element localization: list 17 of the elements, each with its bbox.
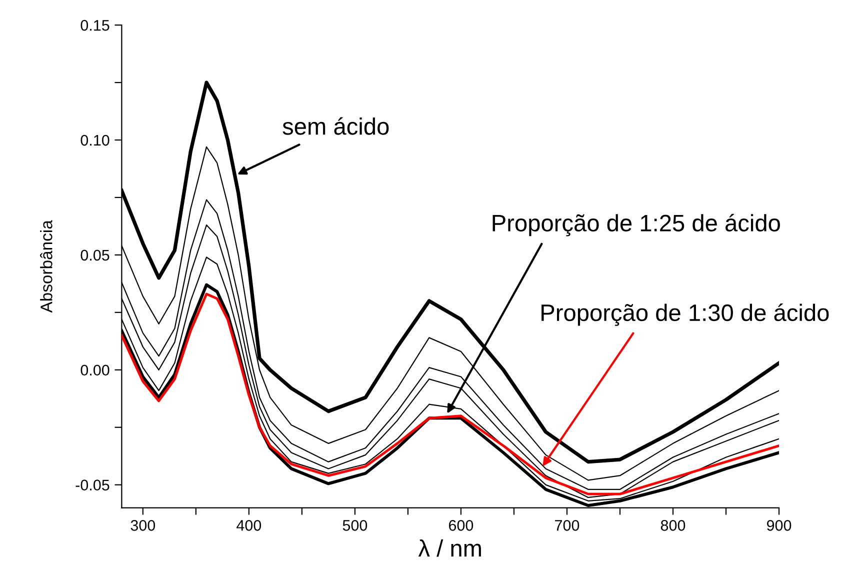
y-tick-label: 0.15 [80,20,110,31]
y-tick-label: -0.05 [76,480,110,490]
x-tick-label: 600 [448,520,474,531]
annotation: Proporção de 1:25 de ácido [492,214,780,236]
x-tick-label: 300 [130,520,156,531]
y-tick-label: 0.10 [80,134,110,146]
annotation: sem ácido [282,117,389,135]
y-tick-label: 0.05 [80,250,110,261]
x-tick-label: 700 [555,520,580,531]
y-axis-title: Absorbância [40,220,52,313]
annotation: Proporção de 1:30 de ácido [542,304,829,326]
y-tick-label: 0.00 [80,364,110,376]
x-tick-label: 500 [342,520,368,531]
x-tick-label: 400 [236,520,262,531]
x-tick-label: 800 [660,520,686,531]
x-tick-label: 900 [766,520,792,531]
x-axis-title: λ / nm [418,539,481,557]
